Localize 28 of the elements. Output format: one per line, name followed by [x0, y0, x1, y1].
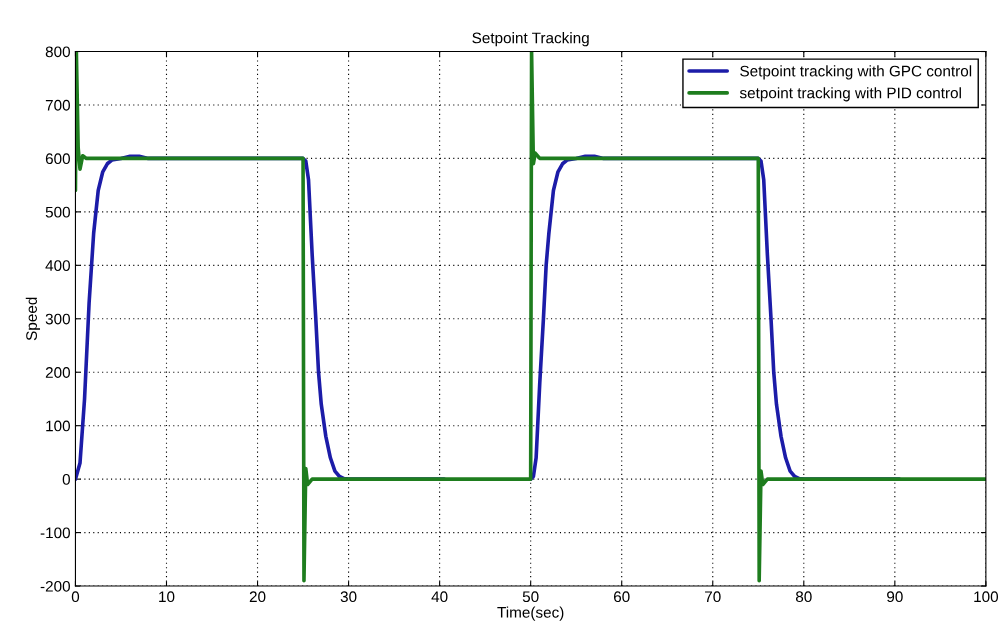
y-tick-label: -200	[40, 580, 70, 592]
y-tick-label: 400	[45, 260, 70, 272]
y-tick-label: 700	[45, 99, 70, 111]
x-tick-label: 10	[159, 591, 175, 603]
y-tick-label: 600	[45, 153, 70, 165]
y-tick-label: 0	[62, 474, 70, 485]
y-tick-label: 300	[45, 313, 70, 325]
x-tick-label: 40	[431, 591, 448, 603]
y-tick-label: 200	[45, 367, 70, 378]
x-tick-label: 50	[522, 591, 539, 603]
chart-title: Setpoint Tracking	[472, 32, 589, 47]
x-axis-title: Time(sec)	[497, 606, 564, 621]
x-tick-label: 0	[71, 591, 80, 603]
x-tick-label: 30	[340, 591, 357, 603]
x-tick-label: 70	[705, 591, 721, 603]
x-tick-label: 80	[795, 591, 812, 603]
legend-label: setpoint tracking with PID control	[739, 87, 961, 102]
legend-label: Setpoint tracking with GPC control	[740, 65, 972, 80]
y-tick-label: -100	[40, 527, 70, 539]
x-tick-label: 100	[974, 591, 999, 603]
y-axis-title: Speed	[25, 297, 41, 341]
x-tick-label: 20	[249, 591, 266, 603]
x-tick-label: 90	[887, 591, 903, 603]
y-tick-label: 800	[45, 46, 70, 58]
line-series	[75, 51, 986, 583]
y-tick-label: 500	[45, 206, 70, 218]
y-tick-label: 100	[46, 420, 70, 432]
x-tick-label: 60	[613, 591, 630, 603]
